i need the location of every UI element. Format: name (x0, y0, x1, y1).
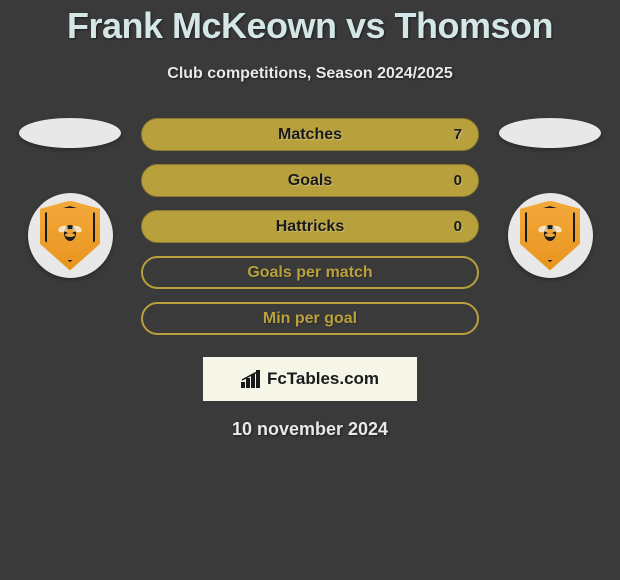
stat-label: Hattricks (142, 218, 478, 236)
stat-label: Min per goal (143, 310, 477, 328)
logo-label: FcTables.com (267, 369, 379, 389)
stat-value: 0 (454, 172, 462, 189)
stat-bar-matches: Matches 7 (141, 118, 479, 151)
stat-bar-min-per-goal: Min per goal (141, 302, 479, 335)
stat-label: Goals per match (143, 264, 477, 282)
stat-bar-goals-per-match: Goals per match (141, 256, 479, 289)
logo-text: FcTables.com (241, 369, 379, 389)
comparison-container: Matches 7 Goals 0 Hattricks 0 Goals per … (0, 118, 620, 335)
stat-value: 7 (454, 126, 462, 143)
stat-bar-goals: Goals 0 (141, 164, 479, 197)
chart-icon (241, 370, 263, 388)
subtitle: Club competitions, Season 2024/2025 (167, 65, 452, 83)
left-player-column (19, 118, 121, 278)
left-player-avatar (19, 118, 121, 148)
page-title: Frank McKeown vs Thomson (67, 5, 553, 47)
left-club-badge (28, 193, 113, 278)
date-text: 10 november 2024 (232, 419, 388, 440)
fctables-logo[interactable]: FcTables.com (203, 357, 417, 401)
right-player-column (499, 118, 601, 278)
stats-column: Matches 7 Goals 0 Hattricks 0 Goals per … (141, 118, 479, 335)
right-player-avatar (499, 118, 601, 148)
stat-bar-hattricks: Hattricks 0 (141, 210, 479, 243)
shield-icon (40, 201, 100, 271)
stat-label: Goals (142, 172, 478, 190)
stat-value: 0 (454, 218, 462, 235)
stat-label: Matches (142, 126, 478, 144)
shield-icon (520, 201, 580, 271)
right-club-badge (508, 193, 593, 278)
